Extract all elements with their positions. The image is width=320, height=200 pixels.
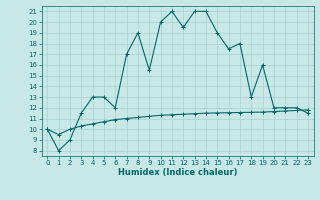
X-axis label: Humidex (Indice chaleur): Humidex (Indice chaleur): [118, 168, 237, 177]
